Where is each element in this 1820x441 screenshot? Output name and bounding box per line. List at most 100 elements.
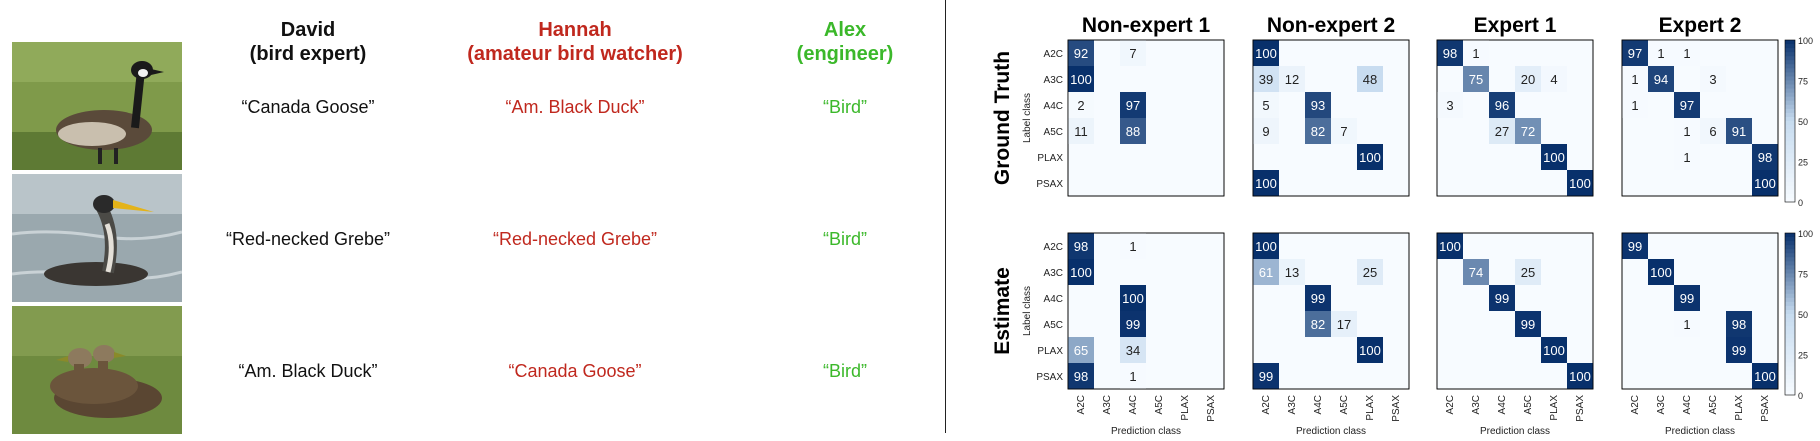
cell-value: 25 [1363, 265, 1377, 280]
cell-value: 99 [1259, 369, 1273, 384]
cell-value: 100 [1070, 265, 1092, 280]
cell-value: 97 [1680, 98, 1694, 113]
x-tick-label: PSAX [1760, 395, 1771, 422]
colorbar-segment [1785, 293, 1795, 299]
y-axis-label: Label class [1022, 286, 1033, 336]
heatmap-cell [1648, 259, 1674, 285]
colorbar-segment [1785, 265, 1795, 271]
cell-value: 39 [1259, 72, 1273, 87]
colorbar-segment [1785, 72, 1795, 78]
heatmap-cell [1726, 337, 1752, 363]
cell-value: 75 [1469, 72, 1483, 87]
cell-value: 82 [1311, 317, 1325, 332]
x-axis-label: Prediction class [1665, 426, 1735, 437]
heatmap-cell [1279, 259, 1305, 285]
cell-value: 1 [1472, 46, 1479, 61]
heatmap-cell [1357, 259, 1383, 285]
colorbar-segment [1785, 129, 1795, 134]
heatmap-cell [1515, 259, 1541, 285]
cell-value: 98 [1074, 369, 1088, 384]
matrix-border [1067, 39, 1225, 197]
annotation-label: “Bird” [823, 229, 867, 249]
row-title: Ground Truth [991, 51, 1014, 185]
colorbar-segment [1785, 249, 1795, 254]
cell-value: 34 [1126, 343, 1140, 358]
cell-value: 1 [1129, 369, 1136, 384]
colorbar-segment [1785, 40, 1795, 45]
panel-divider [945, 0, 946, 433]
heatmap-cell [1541, 144, 1567, 170]
colorbar-segment [1785, 354, 1795, 360]
x-tick-label: A3C [1287, 395, 1298, 414]
colorbar-segment [1785, 342, 1795, 347]
heatmap-cell [1752, 170, 1778, 196]
heatmap-cell [1305, 285, 1331, 311]
heatmap-cell [1331, 118, 1357, 144]
annotator-header: Hannah (amateur bird watcher) [425, 18, 725, 66]
heatmap-cell [1357, 337, 1383, 363]
x-tick-label: PSAX [1391, 395, 1402, 422]
annotation-label: “Red-necked Grebe” [225, 229, 391, 249]
colorbar-segment [1785, 261, 1795, 266]
colorbar-segment [1785, 64, 1795, 69]
colorbar-segment [1785, 193, 1795, 199]
cell-value: 99 [1680, 291, 1694, 306]
colorbar-segment [1785, 80, 1795, 86]
black-duck-photo [12, 306, 182, 434]
x-axis-label: Prediction class [1296, 426, 1366, 437]
colorbar-segment [1785, 100, 1795, 106]
cell-value: 1 [1129, 239, 1136, 254]
y-tick-label: A2C [1044, 49, 1063, 60]
colorbar-segment [1785, 116, 1795, 122]
colorbar-tick: 50 [1798, 117, 1808, 127]
annotator-name: David [280, 19, 336, 41]
heatmap-cell [1622, 233, 1648, 259]
y-tick-label: A3C [1044, 75, 1063, 86]
colorbar-segment [1785, 386, 1795, 392]
annotation-label: “Am. Black Duck” [238, 361, 378, 381]
annotator-header: David (bird expert) [158, 18, 458, 66]
y-tick-label: A2C [1044, 242, 1063, 253]
heatmap-cell [1541, 337, 1567, 363]
annotation-label: “Am. Black Duck” [505, 97, 645, 117]
cell-value: 96 [1495, 98, 1509, 113]
colorbar-segment [1785, 108, 1795, 114]
cell-value: 98 [1443, 46, 1457, 61]
cell-value: 1 [1683, 46, 1690, 61]
cell-value: 100 [1255, 239, 1277, 254]
matrix-border [1436, 39, 1594, 197]
colorbar-segment [1785, 153, 1795, 159]
colorbar-tick: 100 [1798, 36, 1813, 46]
colorbar-segment [1785, 68, 1795, 73]
colorbar-segment [1785, 177, 1795, 183]
colorbar-segment [1785, 96, 1795, 102]
heatmap-cell [1253, 40, 1279, 66]
x-tick-label: A2C [1261, 395, 1272, 414]
cell-value: 7 [1129, 46, 1136, 61]
heatmap-cell [1120, 337, 1146, 363]
cell-value: 99 [1732, 343, 1746, 358]
cell-value: 100 [1754, 369, 1776, 384]
colorbar-segment [1785, 253, 1795, 258]
heatmap-cell [1253, 118, 1279, 144]
heatmap-cell [1253, 233, 1279, 259]
heatmap-cell [1357, 66, 1383, 92]
cell-value: 100 [1255, 46, 1277, 61]
colorbar-segment [1785, 161, 1795, 167]
y-tick-label: A4C [1044, 101, 1063, 112]
heatmap-cell [1437, 92, 1463, 118]
heatmap-cell [1674, 144, 1700, 170]
colorbar-segment [1785, 305, 1795, 311]
x-tick-label: A4C [1682, 395, 1693, 414]
heatmap-cell [1068, 233, 1094, 259]
x-tick-label: A3C [1471, 395, 1482, 414]
cell-value: 17 [1337, 317, 1351, 332]
colorbar-segment [1785, 241, 1795, 246]
colorbar-segment [1785, 382, 1795, 388]
colorbar-segment [1785, 84, 1795, 90]
x-tick-label: A2C [1445, 395, 1456, 414]
colorbar-segment [1785, 237, 1795, 242]
heatmap-cell [1515, 311, 1541, 337]
colorbar-segment [1785, 318, 1795, 323]
